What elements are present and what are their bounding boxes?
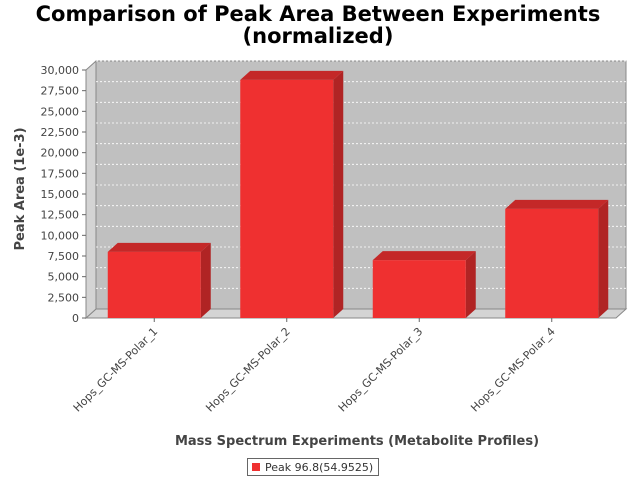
chart-title-line1: Comparison of Peak Area Between Experime… — [36, 2, 601, 26]
bar — [107, 242, 211, 318]
bar-top — [505, 199, 609, 209]
x-axis-label: Mass Spectrum Experiments (Metabolite Pr… — [175, 434, 539, 449]
x-tick-label: Hops_GC-MS-Polar_4 — [468, 325, 558, 415]
bar-side — [465, 251, 476, 318]
y-tick-label: 27,500 — [41, 85, 80, 98]
plot-left-wall — [85, 59, 97, 320]
y-tick-label: 15,000 — [41, 188, 80, 201]
bar-side — [598, 199, 609, 318]
bar-front — [505, 208, 599, 318]
y-tick-label: 20,000 — [41, 147, 80, 160]
y-tick-label: 0 — [72, 312, 79, 325]
bar — [505, 199, 609, 318]
legend-label: Peak 96.8(54.9525) — [265, 460, 374, 474]
bar-side — [333, 70, 344, 318]
legend: Peak 96.8(54.9525) — [247, 458, 380, 476]
y-tick-label: 22,500 — [41, 126, 80, 139]
y-tick-label: 10,000 — [41, 229, 80, 242]
x-tick-label: Hops_GC-MS-Polar_1 — [71, 325, 161, 415]
y-tick-label: 30,000 — [41, 64, 80, 77]
bar-top — [240, 70, 344, 80]
bars — [107, 70, 609, 318]
y-tick-label: 17,500 — [41, 167, 80, 180]
y-tick-label: 5,000 — [48, 271, 80, 284]
bar-top — [107, 242, 211, 252]
bar-front — [372, 260, 466, 318]
x-tick-label: Hops_GC-MS-Polar_2 — [203, 325, 293, 415]
y-tick-label: 12,500 — [41, 209, 80, 222]
bar-side — [200, 242, 211, 318]
y-tick-label: 25,000 — [41, 105, 80, 118]
bar-top — [372, 251, 476, 261]
y-tick-label: 7,500 — [48, 250, 80, 263]
y-axis-ticks: 0 2,500 5,000 7,500 10,000 12,500 15,000 17,500… — [41, 64, 86, 325]
bar — [372, 251, 476, 318]
bar — [240, 70, 344, 318]
x-tick-label: Hops_GC-MS-Polar_3 — [336, 325, 426, 415]
y-tick-label: 2,500 — [48, 291, 80, 304]
chart-title-line2: (normalized) — [243, 24, 394, 48]
legend-swatch — [252, 463, 260, 471]
bar-front — [107, 251, 201, 318]
y-axis-label: Peak Area (1e-3) — [13, 127, 28, 250]
bar-front — [240, 79, 334, 318]
grid-lines — [96, 60, 626, 289]
x-axis-ticks: Hops_GC-MS-Polar_1 Hops_GC-MS-Polar_2 Hops… — [71, 318, 558, 414]
